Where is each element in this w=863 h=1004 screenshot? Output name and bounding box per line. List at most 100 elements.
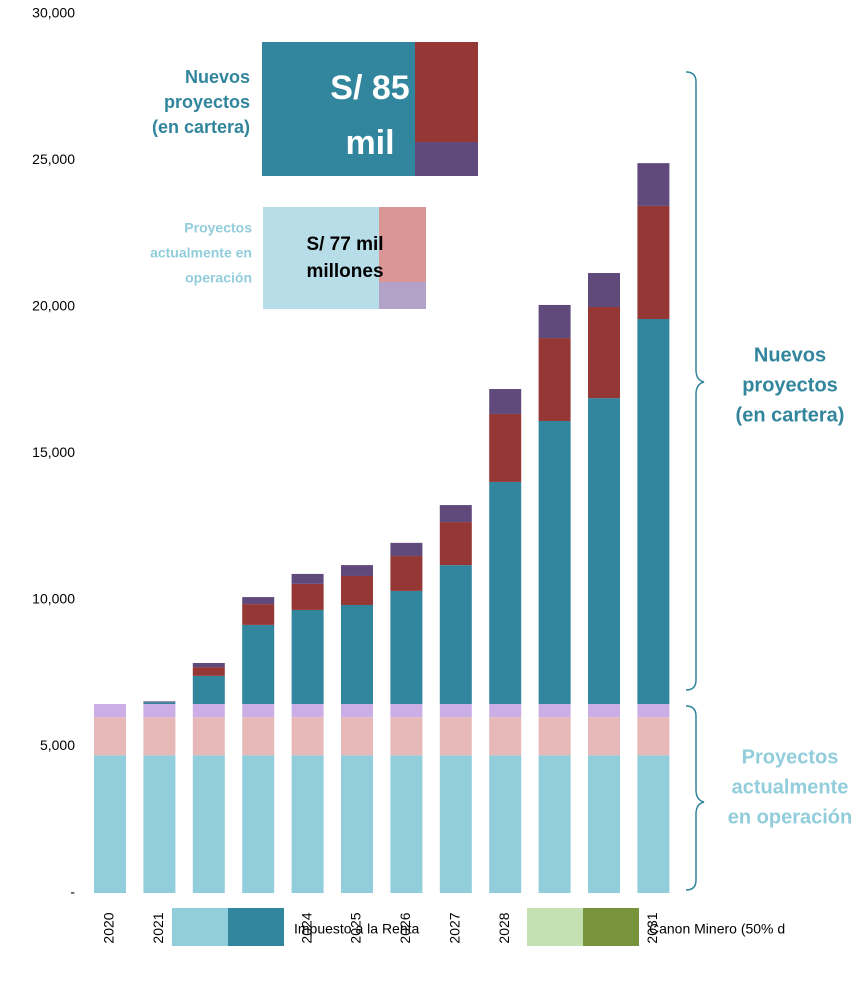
bar-segment	[192, 704, 225, 718]
bar-segment	[291, 609, 324, 705]
bar-segment	[439, 505, 472, 523]
bar-segment	[489, 413, 522, 482]
y-tick-label: 10,000	[32, 591, 75, 607]
bracket-label: (en cartera)	[736, 404, 845, 426]
bar-segment	[538, 755, 571, 893]
x-tick-label: 2021	[150, 912, 166, 943]
callout-label: Proyectos	[184, 220, 252, 236]
bar-segment	[341, 704, 373, 718]
bar-segment	[489, 704, 522, 718]
y-tick-label: 5,000	[40, 737, 75, 753]
bar-segment	[341, 604, 373, 705]
y-tick-label: 20,000	[32, 298, 75, 314]
bar-segment	[143, 704, 176, 718]
legend-swatch	[228, 908, 284, 946]
bar-segment	[94, 717, 126, 756]
bar-segment	[143, 702, 176, 705]
bar-segment	[588, 398, 620, 705]
legend-swatch	[527, 908, 583, 946]
bar-segment	[291, 755, 324, 893]
y-tick-label: 15,000	[32, 444, 75, 460]
bar-segment	[242, 604, 275, 625]
bar-segment	[538, 704, 571, 718]
bar-segment	[242, 704, 275, 718]
bar-segment	[637, 717, 670, 756]
x-tick-label: 2028	[496, 912, 512, 943]
bar-segment	[439, 704, 472, 718]
bar-segment	[192, 662, 225, 668]
bar-segment	[588, 307, 620, 399]
bar-segment	[291, 583, 324, 610]
bar-segment	[242, 624, 275, 705]
legend-swatch	[172, 908, 228, 946]
bar-segment	[538, 717, 571, 756]
callout-box	[379, 207, 426, 282]
legend-swatch	[583, 908, 639, 946]
bar-segment	[143, 717, 176, 756]
bar-segment	[291, 573, 324, 584]
x-tick-label: 2024	[298, 912, 314, 943]
x-tick-label: 2026	[397, 912, 413, 943]
bar-segment	[291, 717, 324, 756]
x-tick-label: 2020	[101, 912, 117, 943]
y-tick-label: -	[70, 884, 75, 900]
bar-segment	[489, 755, 522, 893]
callout-label: (en cartera)	[152, 117, 250, 137]
callout-label: actualmente en	[150, 245, 252, 261]
bar-segment	[538, 304, 571, 339]
bar-segment	[439, 755, 472, 893]
bar-segment	[192, 717, 225, 756]
callout-value: mil	[345, 124, 394, 162]
bar-segment	[242, 717, 275, 756]
x-tick-label: 2027	[447, 912, 463, 943]
new-callout: Nuevos proyectos (en cartera) S/ 85 mil	[152, 42, 478, 176]
bar-segment	[637, 163, 670, 206]
bar-segment	[538, 420, 571, 705]
callout-box	[262, 42, 415, 176]
bracket-label: Nuevos	[754, 344, 826, 366]
bar-segment	[291, 704, 324, 718]
bar-segment	[390, 717, 423, 756]
bar-segment	[94, 755, 126, 893]
bar-segment	[588, 273, 620, 307]
bar-segment	[390, 556, 423, 591]
bar-segment	[439, 522, 472, 566]
callout-box	[263, 207, 379, 309]
legend-label: Impuesto a la Renta	[294, 921, 420, 937]
bar-segment	[439, 717, 472, 756]
callout-value: S/ 85	[330, 69, 409, 107]
bar-segment	[242, 755, 275, 893]
bar-segment	[637, 755, 670, 893]
callout-box	[379, 282, 426, 309]
bar-segment	[390, 590, 423, 705]
bar-segment	[489, 389, 522, 414]
bar-segment	[588, 755, 620, 893]
callout-label: Nuevos	[185, 67, 250, 87]
bar-segment	[143, 701, 176, 703]
y-tick-label: 30,000	[32, 5, 75, 21]
bar-segment	[390, 704, 423, 718]
old-callout: Proyectos actualmente en operación S/ 77…	[150, 207, 426, 309]
bar-segment	[588, 704, 620, 718]
bracket-label: Proyectos	[742, 746, 839, 768]
bar-segment	[390, 755, 423, 893]
callout-box	[415, 142, 478, 176]
bar-segment	[192, 755, 225, 893]
callout-box	[415, 42, 478, 142]
bar-segment	[341, 575, 373, 605]
bar-segment	[94, 704, 126, 718]
bar-segment	[242, 597, 275, 605]
callout-value: S/ 77 mil	[306, 234, 383, 255]
bar-segment	[538, 338, 571, 421]
bar-segment	[390, 542, 423, 557]
bar-segment	[489, 717, 522, 756]
bracket	[685, 71, 705, 691]
bar-segment	[637, 205, 670, 320]
bar-segment	[439, 565, 472, 705]
bar-segment	[341, 565, 373, 576]
legend-label: Canon Minero (50% d	[649, 921, 785, 937]
bracket-label: actualmente	[732, 776, 849, 798]
y-tick-label: 25,000	[32, 151, 75, 167]
bar-segment	[489, 481, 522, 705]
